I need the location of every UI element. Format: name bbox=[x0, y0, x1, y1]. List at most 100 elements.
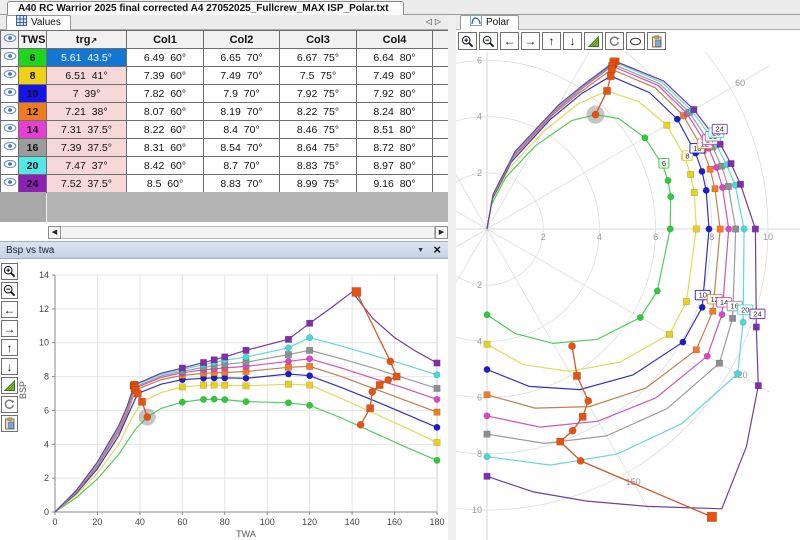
value-cell[interactable]: 8.31 60° bbox=[127, 139, 204, 157]
bsp-panel-header[interactable]: Bsp vs twa ▼ × bbox=[0, 241, 448, 259]
panel-splitter[interactable] bbox=[448, 15, 456, 540]
value-cell[interactable]: 6.65 70° bbox=[204, 49, 280, 67]
row-visibility-eye-icon[interactable] bbox=[1, 121, 19, 139]
value-cell[interactable]: 8.99 75° bbox=[280, 175, 357, 193]
value-cell[interactable]: 7.9 70° bbox=[204, 85, 280, 103]
measure-flag-button[interactable] bbox=[584, 32, 603, 50]
polar-chart[interactable]: 6012015024624681024681068101214162024101… bbox=[456, 52, 800, 540]
value-cell[interactable]: 8.83 70° bbox=[204, 175, 280, 193]
trg-cell[interactable]: 7.47 37° bbox=[47, 157, 127, 175]
svg-text:20: 20 bbox=[92, 517, 102, 527]
arrow-down-button[interactable]: ↓ bbox=[563, 32, 582, 50]
bsp-vs-twa-chart[interactable]: 02040608010012014016018002468101214TWA bbox=[0, 259, 448, 540]
table-scroll-left-button[interactable]: ◀ bbox=[48, 226, 61, 239]
value-cell[interactable]: 6.64 80° bbox=[357, 49, 433, 67]
table-row-tws-6: 6 5.61 43.5°6.49 60°6.65 70°6.67 75°6.64… bbox=[1, 49, 449, 67]
svg-text:160: 160 bbox=[387, 517, 402, 527]
table-scroll-right-button[interactable]: ▶ bbox=[435, 226, 448, 239]
value-cell[interactable]: 7.39 60° bbox=[127, 67, 204, 85]
extra-cell bbox=[433, 175, 449, 193]
tab-polar[interactable]: Polar bbox=[460, 15, 519, 30]
value-cell[interactable]: 8.07 60° bbox=[127, 103, 204, 121]
panel-close-icon[interactable]: × bbox=[433, 245, 441, 255]
row-visibility-eye-icon[interactable] bbox=[1, 67, 19, 85]
panel-collapse-icon[interactable]: ▼ bbox=[417, 247, 424, 254]
svg-text:2: 2 bbox=[541, 232, 546, 242]
table-scrollbar-track[interactable] bbox=[61, 226, 435, 239]
col-header-col2[interactable]: Col2 bbox=[204, 31, 280, 49]
svg-text:14: 14 bbox=[39, 270, 49, 280]
trg-cell[interactable]: 7.21 38° bbox=[47, 103, 127, 121]
col-header-extra bbox=[433, 31, 449, 49]
value-cell[interactable]: 8.5 60° bbox=[127, 175, 204, 193]
row-visibility-eye-icon[interactable] bbox=[1, 49, 19, 67]
col-header-col3[interactable]: Col3 bbox=[280, 31, 357, 49]
svg-text:4: 4 bbox=[597, 232, 602, 242]
tws-cell[interactable]: 6 bbox=[19, 49, 47, 67]
row-visibility-eye-icon[interactable] bbox=[1, 103, 19, 121]
value-cell[interactable]: 8.42 60° bbox=[127, 157, 204, 175]
value-cell[interactable]: 7.82 60° bbox=[127, 85, 204, 103]
document-tab[interactable]: A40 RC Warrior 2025 final corrected A4 2… bbox=[7, 1, 404, 15]
tws-cell[interactable]: 20 bbox=[19, 157, 47, 175]
value-cell[interactable]: 7.49 80° bbox=[357, 67, 433, 85]
tws-cell[interactable]: 12 bbox=[19, 103, 47, 121]
tab-values[interactable]: Values bbox=[6, 15, 71, 30]
trg-cell[interactable]: 7.52 37.5° bbox=[47, 175, 127, 193]
svg-text:TWA: TWA bbox=[236, 529, 256, 539]
value-cell[interactable]: 8.24 80° bbox=[357, 103, 433, 121]
value-cell[interactable]: 6.67 75° bbox=[280, 49, 357, 67]
value-cell[interactable]: 8.19 70° bbox=[204, 103, 280, 121]
tws-cell[interactable]: 10 bbox=[19, 85, 47, 103]
tab-scroll-arrows[interactable]: ◁▷ bbox=[426, 17, 444, 26]
svg-text:40: 40 bbox=[135, 517, 145, 527]
svg-text:6: 6 bbox=[477, 55, 482, 65]
row-visibility-eye-icon[interactable] bbox=[1, 157, 19, 175]
value-cell[interactable]: 8.4 70° bbox=[204, 121, 280, 139]
value-cell[interactable]: 8.54 70° bbox=[204, 139, 280, 157]
ellipse-button[interactable] bbox=[626, 32, 645, 50]
value-cell[interactable]: 8.22 75° bbox=[280, 103, 357, 121]
row-visibility-eye-icon[interactable] bbox=[1, 175, 19, 193]
svg-text:10: 10 bbox=[699, 291, 707, 300]
value-cell[interactable]: 6.49 60° bbox=[127, 49, 204, 67]
value-cell[interactable]: 7.92 80° bbox=[357, 85, 433, 103]
value-cell[interactable]: 8.7 70° bbox=[204, 157, 280, 175]
arrow-right-button[interactable]: → bbox=[521, 32, 540, 50]
zoom-in-button[interactable] bbox=[458, 32, 477, 50]
value-cell[interactable]: 7.5 75° bbox=[280, 67, 357, 85]
svg-text:6: 6 bbox=[653, 232, 658, 242]
trg-cell[interactable]: 7.39 37.5° bbox=[47, 139, 127, 157]
tws-cell[interactable]: 24 bbox=[19, 175, 47, 193]
clipboard-button[interactable] bbox=[647, 32, 666, 50]
value-cell[interactable]: 8.72 80° bbox=[357, 139, 433, 157]
tws-cell[interactable]: 8 bbox=[19, 67, 47, 85]
trg-cell[interactable]: 5.61 43.5° bbox=[47, 49, 127, 67]
col-header-col4[interactable]: Col4 bbox=[357, 31, 433, 49]
col-header-col1[interactable]: Col1 bbox=[127, 31, 204, 49]
row-visibility-eye-icon[interactable] bbox=[1, 139, 19, 157]
zoom-out-button[interactable] bbox=[479, 32, 498, 50]
row-visibility-eye-icon[interactable] bbox=[1, 85, 19, 103]
col-header-tws[interactable]: TWS bbox=[19, 31, 47, 49]
trg-cell[interactable]: 6.51 41° bbox=[47, 67, 127, 85]
arrow-left-button[interactable]: ← bbox=[500, 32, 519, 50]
arrow-up-button[interactable]: ↑ bbox=[542, 32, 561, 50]
value-cell[interactable]: 7.49 70° bbox=[204, 67, 280, 85]
col-header-trg[interactable]: trg↗ bbox=[47, 31, 127, 49]
value-cell[interactable]: 8.83 75° bbox=[280, 157, 357, 175]
trg-cell[interactable]: 7 39° bbox=[47, 85, 127, 103]
value-cell[interactable]: 8.22 60° bbox=[127, 121, 204, 139]
value-cell[interactable]: 8.51 80° bbox=[357, 121, 433, 139]
rotate-button[interactable] bbox=[605, 32, 624, 50]
value-cell[interactable]: 9.16 80° bbox=[357, 175, 433, 193]
trg-cell[interactable]: 7.31 37.5° bbox=[47, 121, 127, 139]
value-cell[interactable]: 8.46 75° bbox=[280, 121, 357, 139]
value-cell[interactable]: 7.92 75° bbox=[280, 85, 357, 103]
svg-text:10: 10 bbox=[763, 232, 773, 242]
value-cell[interactable]: 8.64 75° bbox=[280, 139, 357, 157]
value-cell[interactable]: 8.97 80° bbox=[357, 157, 433, 175]
tws-cell[interactable]: 14 bbox=[19, 121, 47, 139]
svg-text:140: 140 bbox=[345, 517, 360, 527]
tws-cell[interactable]: 16 bbox=[19, 139, 47, 157]
